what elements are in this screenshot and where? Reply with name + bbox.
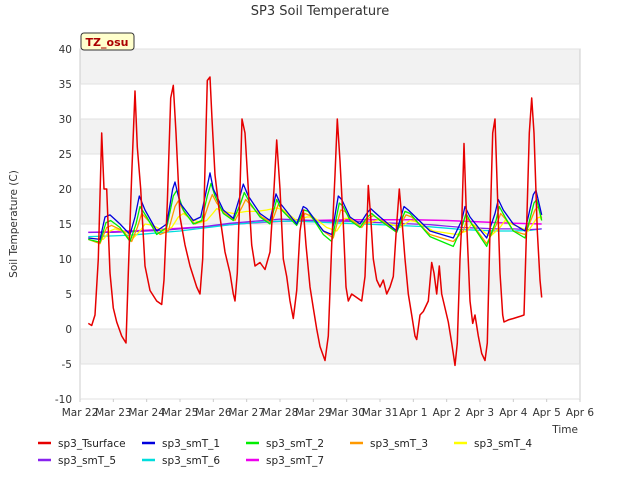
- y-tick-label: -10: [55, 394, 72, 406]
- x-tick-label: Mar 31: [362, 407, 399, 419]
- x-tick-label: Mar 28: [262, 407, 299, 419]
- grid-band: [80, 49, 580, 84]
- chart-title: SP3 Soil Temperature: [251, 4, 389, 19]
- legend-label-sp3_Tsurface: sp3_Tsurface: [58, 438, 126, 450]
- x-axis-label: Time: [551, 424, 578, 436]
- tz-annotation: TZ_osu: [80, 32, 135, 51]
- x-tick-label: Mar 23: [95, 407, 132, 419]
- y-tick-label: 25: [59, 149, 72, 161]
- legend-label-sp3_smT_6: sp3_smT_6: [162, 455, 220, 467]
- x-tick-label: Apr 2: [433, 407, 461, 419]
- y-tick-label: 10: [59, 254, 72, 266]
- grid-band: [80, 119, 580, 154]
- x-tick-label: Mar 24: [128, 407, 165, 419]
- legend: sp3_Tsurface sp3_smT_1 sp3_smT_2 sp3_smT_3 s…: [38, 438, 532, 467]
- legend-label-sp3_smT_3: sp3_smT_3: [370, 438, 428, 450]
- x-tick-label: Apr 5: [533, 407, 561, 419]
- y-tick-label: 30: [59, 114, 72, 126]
- series-line-sp3_smT_2: [88, 182, 543, 248]
- series-line-sp3_Tsurface: [87, 76, 543, 367]
- legend-label-sp3_smT_1: sp3_smT_1: [162, 438, 220, 450]
- series-line-sp3_smT_5: [88, 218, 542, 234]
- y-tick-label: 0: [65, 324, 72, 336]
- x-tick-label: Mar 30: [328, 407, 365, 419]
- grid-band: [80, 329, 580, 364]
- y-tick-label: -5: [62, 359, 72, 371]
- x-tick-label: Apr 3: [466, 407, 494, 419]
- legend-label-sp3_smT_7: sp3_smT_7: [266, 455, 324, 467]
- x-tick-label: Mar 29: [295, 407, 332, 419]
- legend-label-sp3_smT_2: sp3_smT_2: [266, 438, 324, 450]
- legend-label-sp3_smT_4: sp3_smT_4: [474, 438, 532, 450]
- series-line-sp3_smT_6: [88, 220, 542, 238]
- y-tick-label: 40: [59, 44, 72, 56]
- y-tick-label: 35: [59, 79, 72, 91]
- grid-band: [80, 84, 580, 119]
- x-tick-label: Apr 4: [499, 407, 528, 419]
- series-line-sp3_smT_1: [88, 172, 543, 241]
- y-axis-label: Soil Temperature (C): [8, 170, 20, 278]
- x-tick-label: Mar 27: [228, 407, 265, 419]
- y-tick-label: 20: [59, 184, 72, 196]
- x-tick-label: Mar 25: [162, 407, 199, 419]
- series-lines: [87, 76, 543, 367]
- x-tick-label: Apr 1: [399, 407, 427, 419]
- legend-label-sp3_smT_5: sp3_smT_5: [58, 455, 116, 467]
- y-tick-labels: -10 -5 0 5 10 15 20 25 30 35 40: [55, 44, 72, 406]
- x-tick-label: Apr 6: [566, 407, 595, 419]
- tz-annotation-box: [80, 32, 135, 51]
- tz-annotation-text: TZ_osu: [86, 36, 129, 49]
- y-tick-label: 15: [59, 219, 72, 231]
- grid-band: [80, 364, 580, 399]
- y-tick-label: 5: [65, 289, 72, 301]
- x-tick-label: Mar 26: [195, 407, 232, 419]
- x-tick-label: Mar 22: [62, 407, 99, 419]
- grid-band: [80, 154, 580, 189]
